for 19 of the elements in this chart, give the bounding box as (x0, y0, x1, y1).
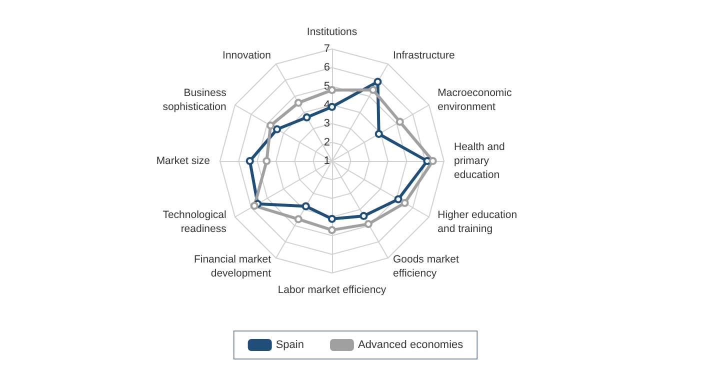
spoke-label: Market size (156, 155, 210, 167)
spoke-label: Financial market development (194, 254, 272, 280)
spoke-label: Technological readiness (162, 209, 226, 235)
y-tick-label: 2 (324, 136, 330, 148)
spoke-label: Goods market efficiency (393, 254, 460, 280)
y-tick-label: 1 (324, 155, 330, 167)
legend-label: Spain (276, 339, 304, 351)
y-tick-label: 6 (324, 62, 330, 74)
spoke-label: Labor market efficiency (278, 284, 387, 296)
spoke-label: Macroeconomic environment (438, 87, 512, 113)
spoke-label: Health and primary education (454, 141, 505, 181)
spoke-label: Institutions (306, 26, 358, 38)
spoke-label: Business sophistication (162, 87, 226, 113)
legend-label: Advanced economies (358, 339, 464, 351)
spoke-label: Higher education and training (438, 209, 518, 235)
y-tick-label: 7 (324, 43, 330, 55)
spoke-label: Innovation (222, 49, 272, 62)
spoke-label: Infrastructure (393, 49, 456, 62)
y-tick-label: 3 (324, 118, 330, 130)
